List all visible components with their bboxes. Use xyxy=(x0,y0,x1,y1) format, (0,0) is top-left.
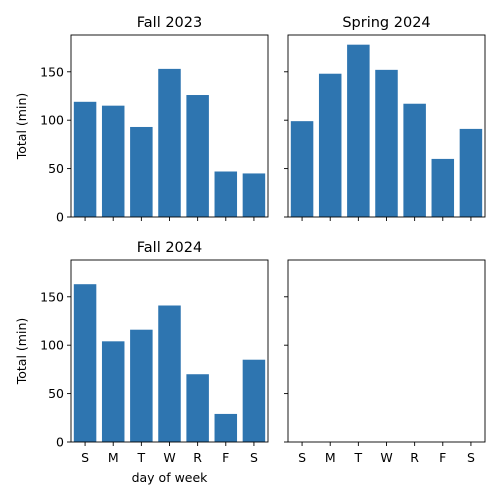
panel-2-bar-3 xyxy=(347,44,370,218)
panel-3-y-tick-label: 0 xyxy=(56,435,64,450)
panel-3-bar-4 xyxy=(158,305,181,442)
panel-4-frame xyxy=(287,259,486,443)
panel-4-x-tick-label: W xyxy=(380,450,392,465)
panel-2-title: Spring 2024 xyxy=(342,15,430,31)
panel-3-x-tick-label: S xyxy=(81,450,89,465)
panel-4-x-tick-label: S xyxy=(467,450,475,465)
panel-1-bar-6 xyxy=(214,171,238,217)
panel-3-bar-1 xyxy=(73,284,97,442)
panel-2-bar-5 xyxy=(403,103,426,217)
panel-4-x-tick-label: M xyxy=(325,450,336,465)
panel-3-bar-6 xyxy=(214,413,238,442)
panel-1-bar-2 xyxy=(101,105,125,217)
panel-1-y-tick-label: 100 xyxy=(40,113,64,128)
panel-2-bar-1 xyxy=(290,121,314,217)
panel-1-bar-3 xyxy=(130,126,153,217)
panel-1-y-axis-label: Total (min) xyxy=(14,93,29,161)
panel-4-x-tick-label: R xyxy=(410,450,419,465)
panel-3-x-tick-label: R xyxy=(193,450,202,465)
panel-4-x-tick-label: T xyxy=(354,450,363,465)
panel-3-x-tick-label: T xyxy=(137,450,146,465)
panel-2-bar-4 xyxy=(375,69,398,217)
panel-1-y-tick-label: 150 xyxy=(40,64,64,79)
panel-1-bar-1 xyxy=(73,101,97,217)
panel-3-bar-7 xyxy=(242,359,266,442)
panel-3-x-tick-label: F xyxy=(222,450,229,465)
panel-1-bar-5 xyxy=(186,95,209,217)
panel-3-x-tick-label: S xyxy=(250,450,258,465)
panel-3-y-tick-label: 150 xyxy=(40,289,64,304)
panel-3-x-tick-label: W xyxy=(163,450,175,465)
panel-1-bar-7 xyxy=(242,173,266,217)
panel-3-bar-5 xyxy=(186,374,209,442)
panel-3-title: Fall 2024 xyxy=(137,240,202,256)
panel-2-bar-2 xyxy=(318,73,342,217)
panel-3-bar-2 xyxy=(101,341,125,442)
panel-3-x-tick-label: M xyxy=(108,450,119,465)
panel-4-x-tick-label: F xyxy=(439,450,446,465)
panel-1-y-tick-label: 0 xyxy=(56,210,64,225)
panel-1-title: Fall 2023 xyxy=(137,15,202,31)
panel-3-y-tick-label: 100 xyxy=(40,338,64,353)
panel-2-bar-7 xyxy=(459,128,483,217)
panel-2-bar-6 xyxy=(431,158,455,217)
panel-4-x-tick-label: S xyxy=(298,450,306,465)
panel-1-y-tick-label: 50 xyxy=(48,161,64,176)
panel-3-y-tick-label: 50 xyxy=(48,386,64,401)
panel-1-bar-4 xyxy=(158,68,181,217)
panel-3-y-axis-label: Total (min) xyxy=(14,318,29,386)
panel-3-bar-3 xyxy=(130,329,153,442)
x-axis-label: day of week xyxy=(132,470,209,485)
